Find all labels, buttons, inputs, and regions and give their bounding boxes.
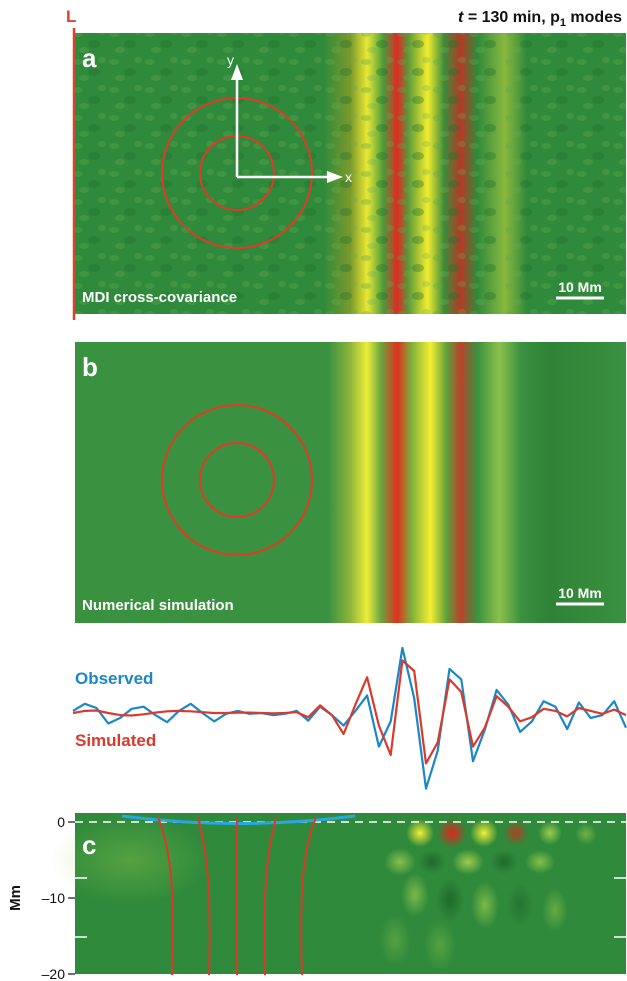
panel-b-image (75, 342, 626, 623)
panel-b-letter: b (82, 352, 98, 382)
ray-path-1 (157, 816, 174, 976)
outer-annulus-b (161, 404, 313, 556)
ray-path-4 (263, 816, 277, 976)
tick-minus-10: –10 (42, 890, 66, 906)
panel-c-letter: c (82, 830, 96, 860)
ray-path-2 (300, 816, 317, 976)
x-arrow-head-icon (327, 171, 343, 183)
simulated-legend-label: Simulated (75, 731, 156, 750)
panel-a-letter: a (82, 43, 97, 73)
axis-y-label: y (227, 52, 234, 68)
observed-legend-label: Observed (75, 669, 153, 688)
simulated-series-line (72, 659, 627, 765)
tick-minus-20: –20 (42, 966, 66, 981)
figure-title: t = 130 min, p1 modes (458, 9, 622, 29)
panel-a: y x a MDI cross-covariance 10 Mm (75, 33, 626, 314)
panel-b-scale-label: 10 Mm (558, 585, 602, 601)
left-marker: L (66, 7, 76, 26)
panel-b-caption: Numerical simulation (82, 597, 234, 614)
panel-a-caption: MDI cross-covariance (82, 289, 237, 306)
panel-c-ylabel: Mm (7, 885, 24, 911)
ray-path-3 (197, 816, 211, 976)
panel-a-scale-label: 10 Mm (558, 279, 602, 295)
y-arrow-head-icon (231, 64, 243, 80)
inner-annulus-b (199, 442, 275, 518)
panel-c: c 0 –10 –20 Mm (7, 813, 626, 981)
profile-plot: Observed Simulated (72, 646, 627, 790)
panel-b: b Numerical simulation 10 Mm (75, 342, 626, 623)
axis-x-label: x (345, 169, 352, 185)
tick-0: 0 (57, 814, 65, 830)
